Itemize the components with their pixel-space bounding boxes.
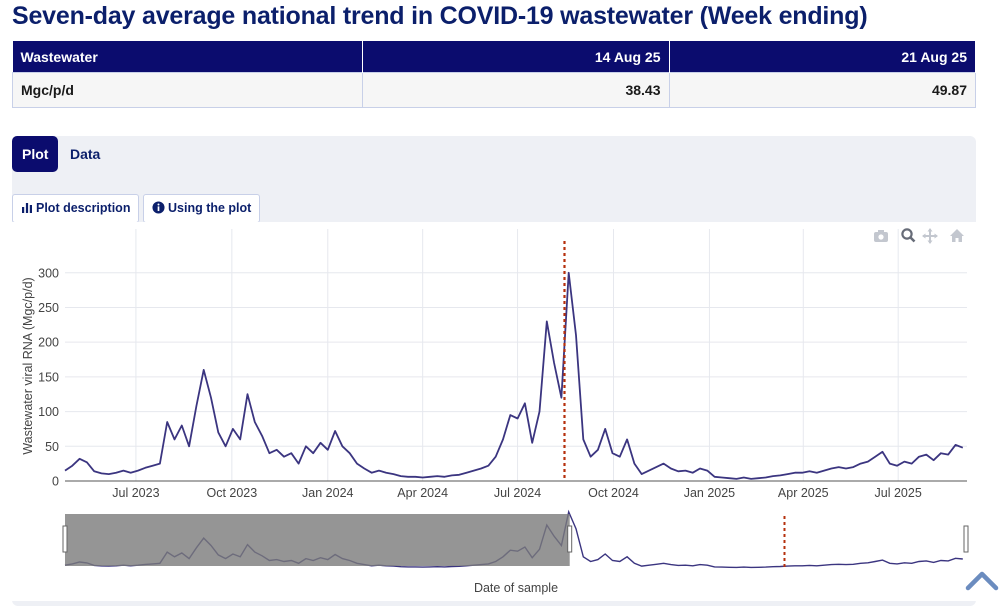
y-tick-label: 250 [38,301,59,315]
summary-header-row: Wastewater 14 Aug 25 21 Aug 25 [12,41,976,73]
info-icon [152,201,165,214]
series-line [64,271,964,480]
summary-header-col2: 21 Aug 25 [669,41,976,73]
zoom-icon[interactable] [901,228,916,243]
x-tick-label: Apr 2025 [778,486,829,500]
x-tick-label: Oct 2024 [588,486,639,500]
plot-description-label: Plot description [36,201,131,215]
x-tick-label: Oct 2023 [206,486,257,500]
using-plot-label: Using the plot [168,201,252,215]
home-icon[interactable] [950,229,964,242]
x-tick-label: Apr 2024 [397,486,448,500]
x-tick-label: Jan 2025 [684,486,735,500]
x-gridlines [135,229,899,481]
range-slider-end-handle[interactable] [963,525,969,553]
range-slider-selection[interactable] [65,514,570,566]
summary-table: Wastewater 14 Aug 25 21 Aug 25 Mgc/p/d 3… [12,41,976,108]
x-tick-label: Jul 2025 [875,486,922,500]
page-title: Seven-day average national trend in COVI… [12,2,868,30]
summary-row-col1: 38.43 [361,72,670,108]
x-axis-label: Date of sample [474,581,558,595]
y-tick-label: 50 [45,440,59,454]
y-axis-label: Wastewater viral RNA (Mgc/p/d) [21,277,35,454]
y-tick-label: 200 [38,336,59,350]
summary-row-label: Mgc/p/d [12,72,363,108]
summary-header-label: Wastewater [12,41,363,73]
camera-icon[interactable] [874,230,888,242]
summary-header-col1: 14 Aug 25 [362,41,670,73]
x-tick-label: Jan 2024 [302,486,353,500]
y-gridlines [65,272,967,482]
y-tick-labels: 0 50 100 150 200 250 300 [38,266,59,488]
bar-chart-icon [22,203,32,213]
tab-data[interactable]: Data [70,146,101,162]
x-tick-label: Jul 2023 [112,486,159,500]
x-tick-labels: Jul 2023 Oct 2023 Jan 2024 Apr 2024 Jul 2024… [112,486,922,500]
plot-description-button[interactable]: Plot description [12,194,140,223]
wastewater-chart[interactable]: 0 50 100 150 200 250 300 Jul 2023 Oct 2023 Jan 2… [12,222,976,601]
modebar [874,228,964,244]
summary-row-col2: 49.87 [668,72,976,108]
chart-area[interactable]: 0 50 100 150 200 250 300 Jul 2023 Oct 2023 Jan 2… [12,222,976,601]
tab-plot[interactable]: Plot [12,136,59,172]
y-tick-label: 100 [38,405,59,419]
y-tick-label: 150 [38,370,59,384]
range-slider-left-handle[interactable] [62,525,68,553]
summary-data-row: Mgc/p/d 38.43 49.87 [12,72,976,108]
pan-icon[interactable] [922,228,938,244]
using-plot-button[interactable]: Using the plot [143,194,261,223]
range-slider[interactable] [62,508,969,570]
y-tick-label: 300 [38,266,59,280]
y-tick-label: 0 [52,475,59,489]
range-slider-right-handle[interactable] [567,525,573,553]
x-tick-label: Jul 2024 [494,486,541,500]
scroll-up-icon[interactable] [964,566,1000,601]
